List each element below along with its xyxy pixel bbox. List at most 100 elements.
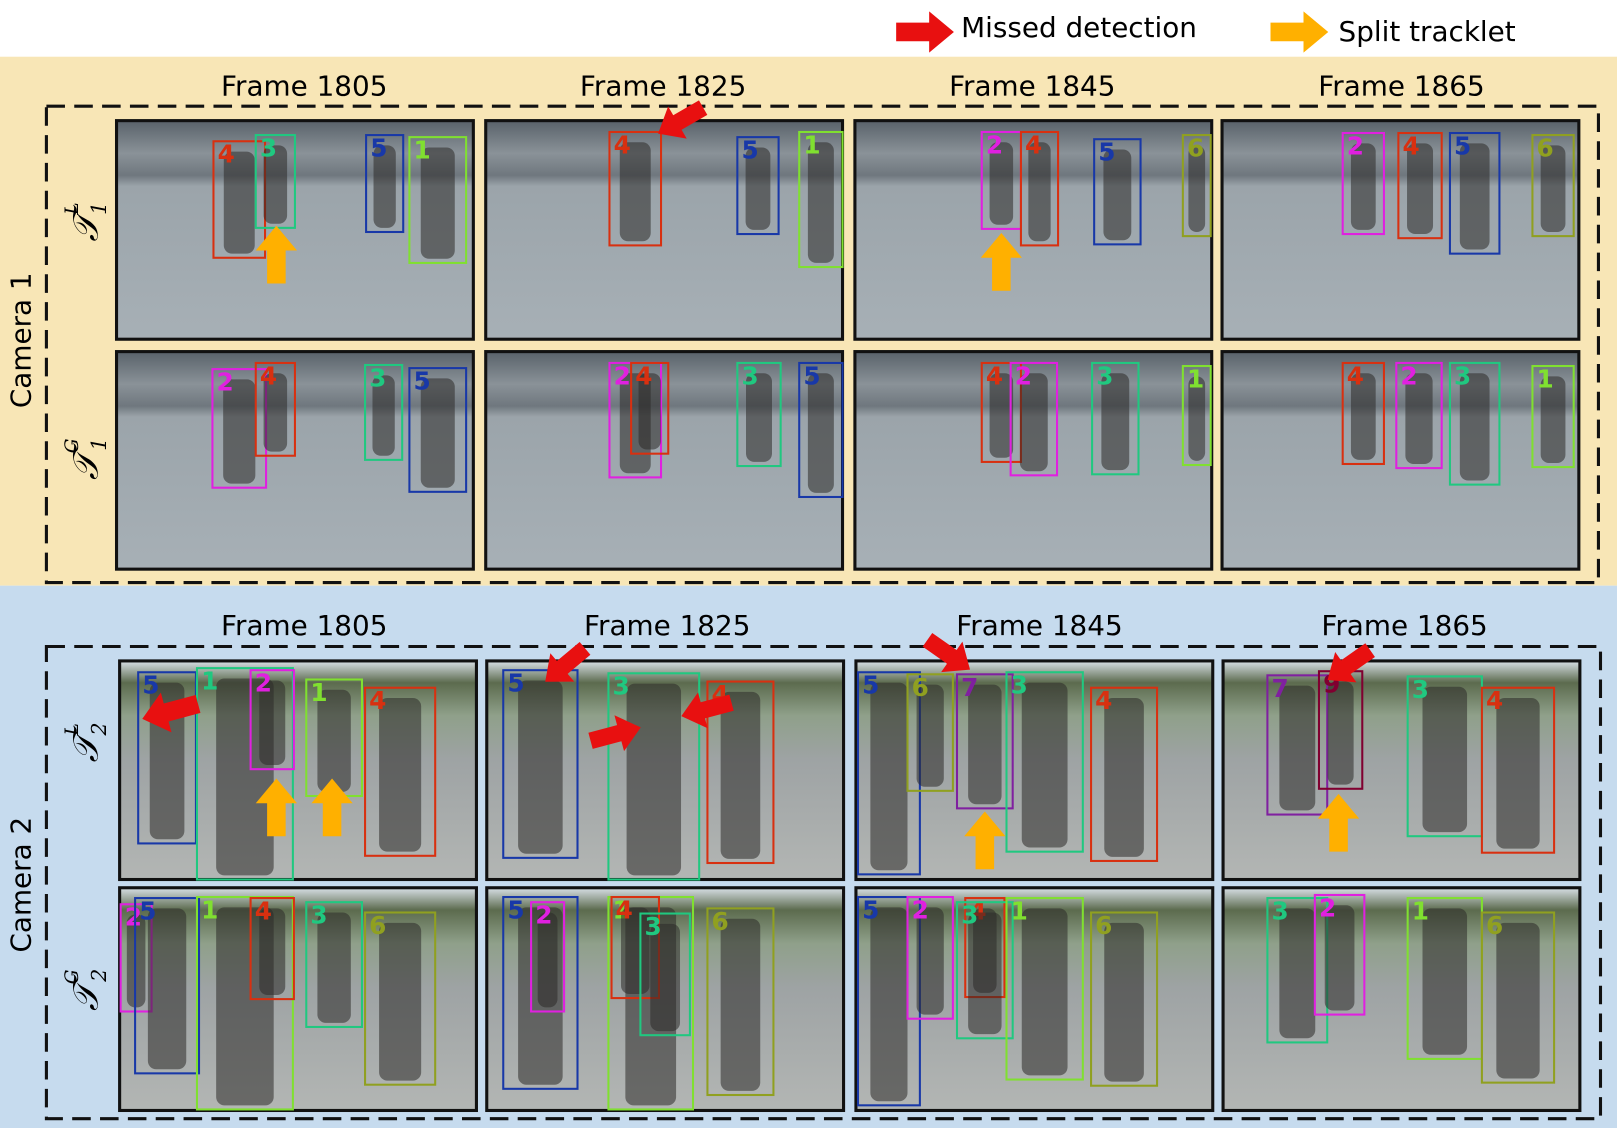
person-silhouette (1019, 373, 1048, 472)
arrow (1317, 793, 1360, 852)
track-id: 6 (1486, 911, 1503, 940)
person-silhouette (626, 683, 682, 876)
camera-label: Camera 2 (5, 817, 38, 953)
person-silhouette (1021, 682, 1068, 848)
track-id: 3 (260, 134, 277, 163)
bounding-box (906, 896, 954, 1020)
dashed-frame (44, 104, 1600, 585)
bounding-box (1531, 365, 1575, 469)
person-silhouette (317, 689, 351, 792)
track-id: 4 (986, 361, 1003, 390)
track-id: 5 (803, 361, 820, 390)
bounding-box (1395, 361, 1443, 470)
person-silhouette (746, 373, 772, 462)
person-silhouette (223, 379, 256, 484)
person-silhouette (619, 142, 651, 242)
video-frame (1220, 119, 1581, 341)
arrow (142, 692, 201, 733)
frame-label: Frame 1865 (1318, 70, 1484, 103)
frame-label: Frame 1845 (956, 609, 1122, 642)
bounding-box (1005, 671, 1084, 853)
row-label: 𝒯L 1 (62, 202, 110, 242)
row-label-sup: G (62, 969, 83, 984)
track-id: 1 (310, 678, 327, 707)
person-silhouette (720, 691, 761, 859)
track-id: 4 (218, 140, 235, 169)
track-id: 4 (1025, 130, 1042, 159)
bounding-box (365, 134, 405, 234)
track-id: 1 (1011, 897, 1028, 926)
bounding-box (305, 901, 363, 1028)
track-id: 3 (1454, 361, 1471, 390)
bounding-box (502, 669, 579, 859)
bounding-box (1313, 893, 1366, 1016)
person-silhouette (379, 922, 422, 1081)
track-id: 5 (1098, 138, 1115, 167)
frame-label: Frame 1825 (584, 609, 750, 642)
person-silhouette (1104, 698, 1144, 857)
row-label: 𝒯L 2 (62, 722, 110, 762)
arrow (922, 632, 971, 673)
bounding-box (1448, 361, 1501, 486)
track-id: 7 (961, 673, 978, 702)
bounding-box (706, 680, 775, 865)
bounding-box (607, 672, 701, 881)
track-id: 3 (613, 672, 630, 701)
track-id: 2 (1015, 361, 1032, 390)
bounding-box (706, 907, 775, 1097)
bounding-box (364, 363, 404, 461)
frame-label: Frame 1805 (221, 609, 387, 642)
row-label-sub: 1 (87, 438, 111, 451)
bounding-box (798, 130, 844, 269)
person-silhouette (1496, 922, 1540, 1079)
person-silhouette (263, 373, 288, 452)
person-silhouette (916, 684, 944, 787)
bounding-box (1480, 911, 1556, 1084)
bounding-box (736, 136, 780, 236)
track-id: 2 (986, 130, 1003, 159)
legend-label: Missed detection (961, 11, 1197, 44)
track-id: 3 (1412, 675, 1429, 704)
bounding-box (408, 136, 468, 264)
track-id: 6 (1537, 134, 1554, 163)
person-silhouette (420, 378, 455, 488)
person-silhouette (1540, 376, 1566, 463)
person-silhouette (1350, 373, 1376, 460)
bounding-box (1341, 131, 1385, 236)
track-id: 5 (862, 671, 879, 700)
person-silhouette (518, 680, 563, 854)
bounding-box (502, 896, 579, 1090)
track-id: 3 (310, 901, 327, 930)
bounding-box (195, 667, 294, 881)
person-silhouette (621, 907, 650, 994)
person-silhouette (147, 908, 187, 1070)
track-id: 3 (1011, 671, 1028, 700)
track-id: 4 (369, 686, 386, 715)
track-id: 5 (142, 671, 159, 700)
arrow (255, 225, 297, 284)
person-silhouette (259, 908, 286, 995)
person-silhouette (223, 151, 255, 254)
bounding-box (1397, 131, 1443, 240)
arrow (1327, 643, 1375, 683)
bounding-box (608, 130, 663, 247)
track-id: 5 (507, 895, 524, 924)
person-silhouette (1188, 376, 1206, 461)
person-silhouette (807, 373, 834, 493)
person-silhouette (720, 918, 761, 1091)
row-label-sup: G (62, 438, 83, 453)
person-silhouette (1422, 908, 1468, 1055)
frame-label: Frame 1805 (221, 70, 387, 103)
track-id: 1 (1537, 364, 1554, 393)
bounding-box (408, 367, 468, 493)
person-silhouette (989, 142, 1014, 225)
track-id: 7 (1272, 674, 1289, 703)
bounding-box (1341, 361, 1385, 466)
person-silhouette (870, 907, 908, 1102)
bounding-box (955, 901, 1014, 1040)
person-silhouette (1101, 373, 1130, 471)
person-silhouette (745, 147, 771, 230)
bounding-box (364, 911, 437, 1086)
arrow (681, 692, 734, 729)
